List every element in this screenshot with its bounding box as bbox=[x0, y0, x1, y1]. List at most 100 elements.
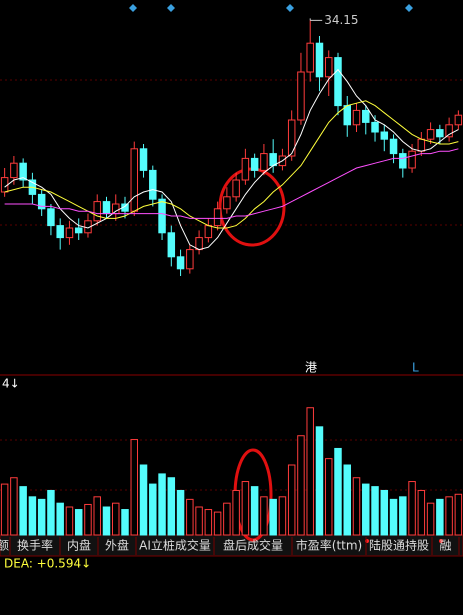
tab[interactable]: 陆股通持股 bbox=[369, 538, 429, 553]
volume-bar bbox=[426, 502, 435, 536]
candle-body bbox=[102, 201, 111, 215]
volume-bar bbox=[362, 483, 370, 536]
candle-body bbox=[371, 121, 379, 133]
candle-body bbox=[74, 227, 83, 234]
volume-bar bbox=[84, 503, 92, 536]
tab[interactable]: 换手率 bbox=[17, 538, 53, 553]
volume-bar bbox=[19, 486, 27, 536]
candle-body bbox=[417, 138, 426, 152]
candle-body bbox=[454, 114, 463, 126]
candle-body bbox=[167, 232, 176, 258]
candle-body bbox=[408, 150, 416, 169]
volume-bar bbox=[176, 489, 185, 536]
candle-body bbox=[149, 169, 157, 200]
tab[interactable]: 额 bbox=[0, 539, 9, 553]
volume-bar bbox=[241, 481, 250, 536]
candle-body bbox=[362, 109, 370, 123]
volume-bar bbox=[232, 489, 240, 536]
candle-body bbox=[10, 162, 18, 179]
volume-bar bbox=[436, 498, 444, 536]
volume-bar bbox=[130, 439, 139, 536]
candle-body bbox=[112, 203, 120, 215]
candle-body bbox=[213, 208, 222, 227]
candle-body bbox=[232, 179, 240, 198]
volume-bar bbox=[380, 489, 389, 536]
volume-bar bbox=[371, 486, 379, 536]
candle-body bbox=[250, 157, 259, 171]
volume-bar bbox=[408, 481, 416, 536]
candle-body bbox=[260, 153, 268, 171]
volume-bar bbox=[10, 477, 18, 536]
volume-bar bbox=[102, 506, 111, 536]
candle-body bbox=[195, 237, 203, 251]
volume-bar bbox=[213, 511, 222, 536]
tab[interactable]: 内盘 bbox=[67, 538, 91, 553]
candle-body bbox=[139, 148, 148, 171]
candle-body bbox=[65, 227, 74, 239]
volume-bar bbox=[195, 506, 203, 536]
volume-bar bbox=[352, 477, 361, 536]
candle-body bbox=[315, 42, 324, 78]
volume-bar bbox=[445, 496, 453, 536]
candle-body bbox=[324, 57, 333, 78]
volume-bar bbox=[56, 502, 64, 536]
candle-body bbox=[436, 129, 444, 138]
ma-line bbox=[4, 100, 459, 229]
candle-body bbox=[19, 162, 27, 181]
volume-bar bbox=[287, 464, 296, 536]
candle-body bbox=[130, 148, 139, 212]
candle-body bbox=[37, 193, 46, 210]
volume-bar bbox=[139, 464, 148, 536]
volume-bar bbox=[93, 496, 101, 536]
tab[interactable]: 融 bbox=[439, 539, 451, 553]
candle-body bbox=[306, 42, 314, 73]
volume-label: 4↓ bbox=[2, 377, 20, 391]
marker: L bbox=[412, 361, 419, 375]
volume-bar bbox=[28, 496, 37, 536]
candle-body bbox=[399, 153, 407, 169]
volume-bar bbox=[186, 498, 194, 536]
candle-body bbox=[241, 157, 250, 181]
candle-body bbox=[287, 119, 296, 157]
volume-bar bbox=[112, 502, 120, 536]
candle-body bbox=[158, 198, 166, 234]
leader bbox=[309, 18, 323, 21]
volume-bar bbox=[0, 483, 9, 536]
volume-bar bbox=[149, 483, 157, 536]
candle-body bbox=[47, 208, 55, 227]
decor bbox=[0, 4, 463, 557]
volume-bar bbox=[399, 496, 407, 536]
candle-body bbox=[93, 201, 101, 222]
volume-bar bbox=[167, 477, 176, 536]
candle-body bbox=[223, 196, 231, 210]
marker: 港 bbox=[305, 361, 317, 375]
volume-bar bbox=[250, 486, 259, 536]
volume-bar bbox=[223, 502, 231, 536]
volume-bar bbox=[269, 498, 277, 536]
volume-bar bbox=[260, 496, 268, 536]
volume-bar bbox=[324, 458, 333, 536]
tab[interactable]: 盘后成交量 bbox=[223, 538, 283, 553]
candle-body bbox=[445, 124, 453, 138]
volume-bar bbox=[121, 509, 129, 536]
ma-line bbox=[4, 148, 459, 219]
candle-body bbox=[204, 225, 213, 239]
tab[interactable]: 市盈率(ttm) bbox=[296, 538, 362, 553]
candle-body bbox=[176, 256, 185, 270]
tab[interactable]: AI立桩成交量 bbox=[139, 538, 211, 553]
volume-bar bbox=[454, 493, 463, 536]
volume-bar bbox=[343, 464, 351, 536]
volume-bar bbox=[74, 509, 83, 536]
volume-bar bbox=[65, 506, 74, 536]
candle-body bbox=[389, 138, 398, 155]
volume-bar bbox=[47, 489, 55, 536]
tab[interactable]: 外盘 bbox=[105, 538, 129, 553]
high-label: 34.15 bbox=[324, 13, 358, 27]
candle-body bbox=[297, 71, 305, 121]
candle-body bbox=[426, 129, 435, 140]
candle-body bbox=[269, 153, 277, 167]
dea-label: DEA: +0.594↓ bbox=[4, 557, 91, 571]
candle-body bbox=[343, 105, 351, 126]
